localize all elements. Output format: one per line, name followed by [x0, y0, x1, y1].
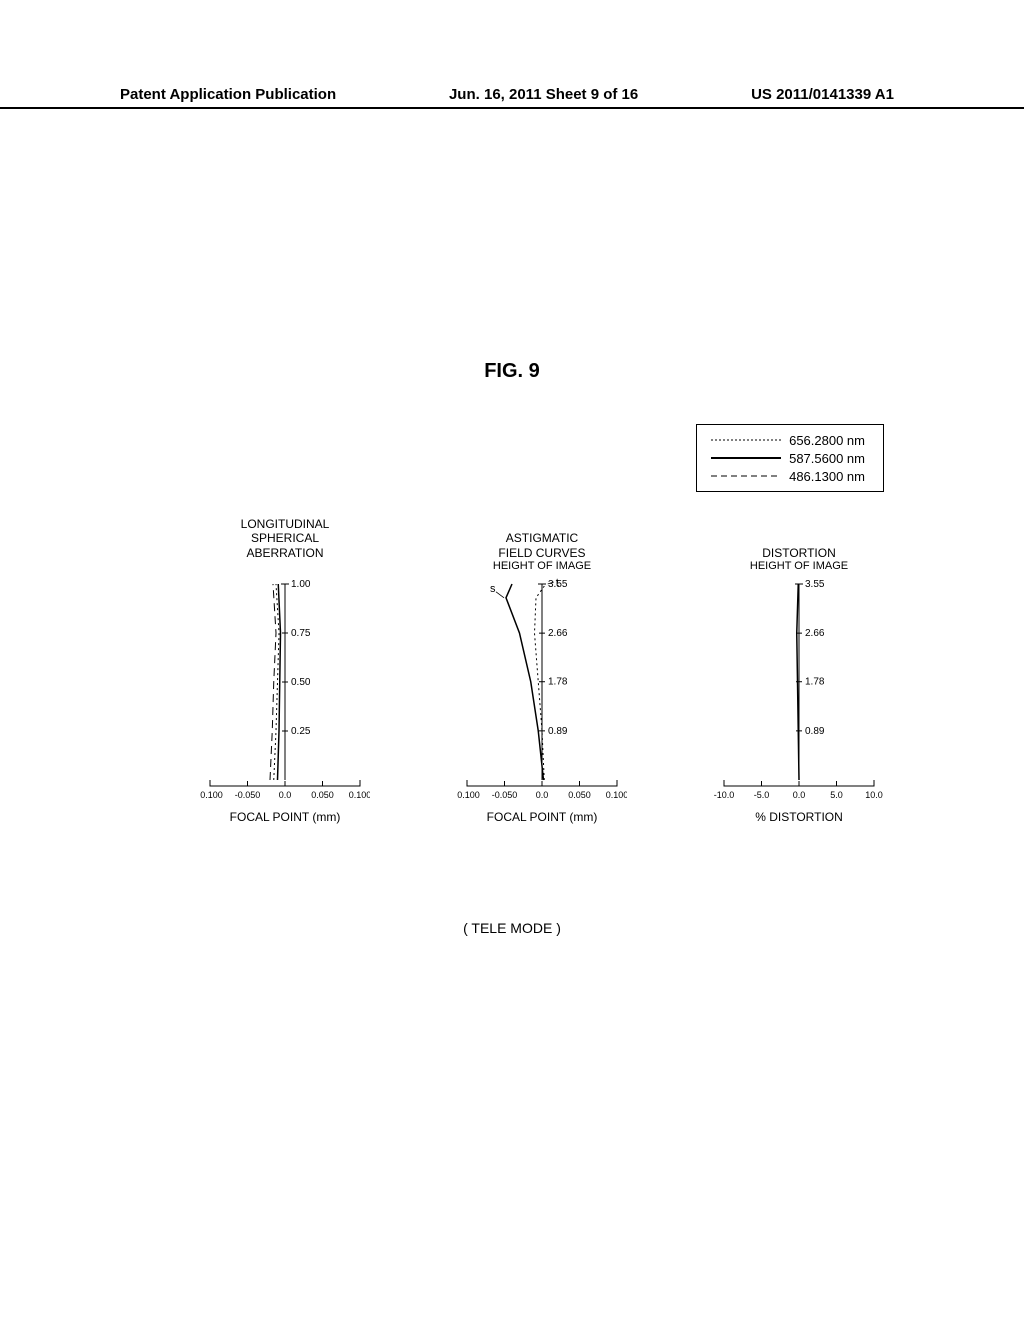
title-line: ASTIGMATIC	[498, 531, 585, 545]
svg-text:3.55: 3.55	[805, 579, 825, 590]
svg-text:1.00: 1.00	[291, 579, 311, 590]
page-header: Patent Application Publication Jun. 16, …	[0, 86, 1024, 109]
legend-item: 587.5600 nm	[711, 449, 865, 467]
svg-text:0.0: 0.0	[793, 790, 806, 800]
svg-text:10.0: 10.0	[865, 790, 883, 800]
svg-text:0.050: 0.050	[311, 790, 334, 800]
svg-text:t: t	[556, 577, 559, 589]
title-line: DISTORTION	[762, 546, 836, 560]
title-line: FIELD CURVES	[498, 546, 585, 560]
svg-text:-10.0: -10.0	[714, 790, 734, 800]
legend: 656.2800 nm 587.5600 nm 486.1300 nm	[696, 424, 884, 492]
x-axis-label: % DISTORTION	[755, 810, 843, 824]
svg-text:0.89: 0.89	[805, 726, 825, 737]
svg-text:0.89: 0.89	[548, 726, 568, 737]
chart-plot: 1.00 0.75 0.50 0.25 -0.100 -0.050 0.0 0.050 0.10…	[200, 574, 370, 804]
header-center: Jun. 16, 2011 Sheet 9 of 16	[449, 86, 638, 103]
svg-text:0.0: 0.0	[536, 790, 549, 800]
title-line: LONGITUDINAL	[241, 517, 330, 531]
chart-astigmatic-curves: ASTIGMATIC FIELD CURVES HEIGHT OF IMAGE …	[457, 520, 627, 824]
header-right: US 2011/0141339 A1	[751, 86, 894, 103]
legend-item: 486.1300 nm	[711, 467, 865, 485]
charts-row: LONGITUDINAL SPHERICAL ABERRATION 1.00 0.…	[200, 520, 884, 824]
chart-plot: 3.552.661.780.89-0.100-0.0500.00.0500.10…	[457, 574, 627, 804]
figure-label: FIG. 9	[0, 360, 1024, 383]
svg-text:1.78: 1.78	[805, 677, 825, 688]
svg-text:-0.050: -0.050	[492, 790, 518, 800]
legend-label: 587.5600 nm	[789, 451, 865, 466]
title-line: SPHERICAL	[241, 531, 330, 545]
svg-text:0.25: 0.25	[291, 726, 311, 737]
legend-label: 486.1300 nm	[789, 469, 865, 484]
title-line: ABERRATION	[241, 546, 330, 560]
chart-title: LONGITUDINAL SPHERICAL ABERRATION	[241, 520, 330, 560]
svg-text:2.66: 2.66	[548, 628, 568, 639]
svg-text:5.0: 5.0	[830, 790, 843, 800]
chart-title: ASTIGMATIC FIELD CURVES	[498, 520, 585, 560]
svg-text:0.0: 0.0	[279, 790, 292, 800]
chart-distortion: DISTORTION HEIGHT OF IMAGE 3.55 2.66 1.78 0…	[714, 520, 884, 824]
svg-text:0.050: 0.050	[568, 790, 591, 800]
x-axis-label: FOCAL POINT (mm)	[230, 810, 341, 824]
chart-subtitle: HEIGHT OF IMAGE	[750, 560, 848, 574]
svg-text:-0.100: -0.100	[457, 790, 480, 800]
chart-subtitle: HEIGHT OF IMAGE	[493, 560, 591, 574]
mode-label: ( TELE MODE )	[0, 920, 1024, 936]
x-axis-label: FOCAL POINT (mm)	[487, 810, 598, 824]
chart-plot: 3.55 2.66 1.78 0.89 -10.0 -5.0 0.0 5.0 10.0	[714, 574, 884, 804]
svg-text:1.78: 1.78	[548, 677, 568, 688]
chart-title: DISTORTION	[762, 520, 836, 560]
svg-text:s: s	[490, 583, 496, 595]
svg-text:0.50: 0.50	[291, 677, 311, 688]
svg-text:-5.0: -5.0	[754, 790, 770, 800]
chart-spherical-aberration: LONGITUDINAL SPHERICAL ABERRATION 1.00 0.…	[200, 520, 370, 824]
legend-item: 656.2800 nm	[711, 431, 865, 449]
legend-line-solid-icon	[711, 452, 781, 464]
legend-line-dashed-icon	[711, 470, 781, 482]
svg-text:2.66: 2.66	[805, 628, 825, 639]
svg-text:-0.100: -0.100	[200, 790, 223, 800]
svg-text:-0.050: -0.050	[235, 790, 261, 800]
svg-text:0.75: 0.75	[291, 628, 311, 639]
legend-label: 656.2800 nm	[789, 433, 865, 448]
svg-text:0.100: 0.100	[606, 790, 627, 800]
header-left: Patent Application Publication	[120, 86, 336, 103]
svg-text:0.100: 0.100	[349, 790, 370, 800]
legend-line-dotted-icon	[711, 434, 781, 446]
